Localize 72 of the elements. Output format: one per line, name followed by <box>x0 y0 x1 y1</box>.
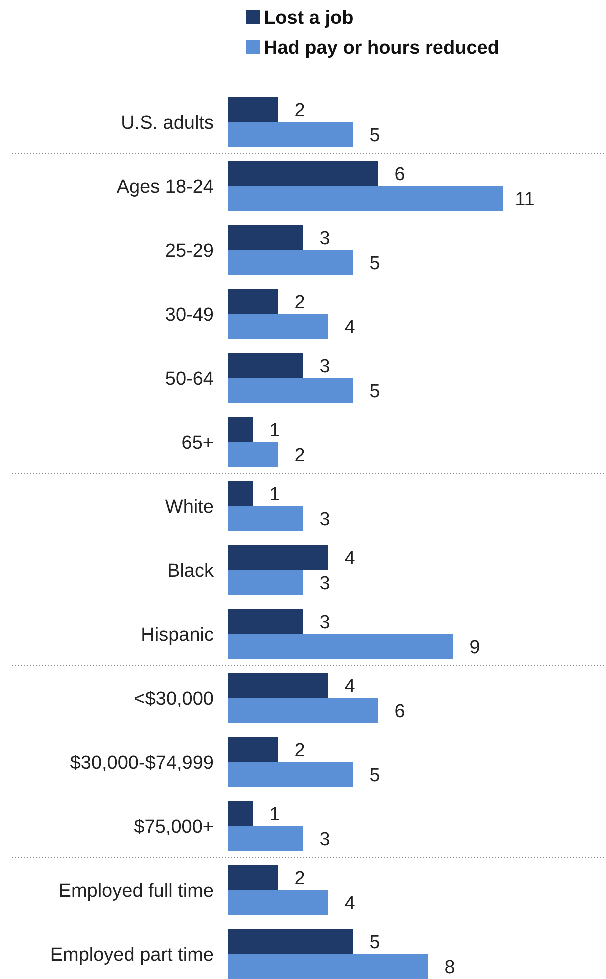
y-tick-label: $75,000+ <box>134 817 214 838</box>
y-tick-label: Employed part time <box>50 945 214 966</box>
legend-label: Lost a job <box>264 8 354 29</box>
data-label: 5 <box>370 126 380 146</box>
data-label: 5 <box>370 932 380 954</box>
bar <box>228 954 428 979</box>
data-label: 5 <box>370 382 380 402</box>
data-label: 2 <box>294 446 306 466</box>
y-tick-label: Employed full time <box>58 881 214 902</box>
bar <box>228 698 378 723</box>
y-tick-label: Ages 18-24 <box>116 177 214 198</box>
y-tick-label: <$30,000 <box>134 689 214 710</box>
data-label: 6 <box>394 702 406 722</box>
bar <box>228 673 328 698</box>
bar <box>228 826 303 851</box>
bar <box>228 353 303 378</box>
data-label: 4 <box>344 894 356 914</box>
bar <box>228 865 278 890</box>
bar <box>228 122 353 147</box>
data-label: 11 <box>515 190 535 210</box>
bar <box>228 737 278 762</box>
bar <box>228 634 453 659</box>
data-label: 8 <box>444 958 456 978</box>
bar <box>228 609 303 634</box>
bar <box>228 417 253 442</box>
data-label: 4 <box>344 676 356 698</box>
y-tick-label: Hispanic <box>141 625 214 646</box>
y-tick-label: 30-49 <box>165 305 214 326</box>
y-tick-label: $30,000-$74,999 <box>70 753 214 774</box>
bar <box>228 442 278 467</box>
y-tick-label: 65+ <box>182 433 214 454</box>
bar <box>228 186 503 211</box>
data-label: 3 <box>320 228 330 250</box>
data-label: 3 <box>320 510 330 530</box>
data-label: 2 <box>294 100 306 122</box>
data-label: 1 <box>270 420 280 442</box>
bar <box>228 225 303 250</box>
data-label: 2 <box>294 868 306 890</box>
data-label: 4 <box>344 548 356 570</box>
bar <box>228 481 253 506</box>
legend-label: Had pay or hours reduced <box>264 38 500 59</box>
data-label: 3 <box>320 612 330 634</box>
data-label: 4 <box>344 318 356 338</box>
bar <box>228 762 353 787</box>
y-tick-label: White <box>165 497 214 518</box>
data-label: 2 <box>294 292 306 314</box>
y-tick-label: Black <box>168 561 214 582</box>
bar <box>228 314 328 339</box>
bar <box>228 890 328 915</box>
bar <box>228 97 278 122</box>
bar <box>228 801 253 826</box>
bar <box>228 250 353 275</box>
y-tick-label: 50-64 <box>165 369 214 390</box>
data-label: 3 <box>320 830 330 850</box>
bar <box>228 161 378 186</box>
y-tick-label: 25-29 <box>165 241 214 262</box>
bar <box>228 570 303 595</box>
data-label: 3 <box>320 356 330 378</box>
data-label: 1 <box>270 484 280 506</box>
data-label: 5 <box>370 254 380 274</box>
bar <box>228 289 278 314</box>
data-label: 3 <box>320 574 330 594</box>
data-label: 2 <box>294 740 306 762</box>
y-tick-label: U.S. adults <box>121 113 214 134</box>
bar <box>228 378 353 403</box>
data-label: 6 <box>394 164 406 186</box>
data-label: 9 <box>470 638 480 658</box>
bar <box>228 506 303 531</box>
data-label: 5 <box>370 766 380 786</box>
bar <box>228 545 328 570</box>
bar <box>228 929 353 954</box>
data-label: 1 <box>270 804 280 826</box>
